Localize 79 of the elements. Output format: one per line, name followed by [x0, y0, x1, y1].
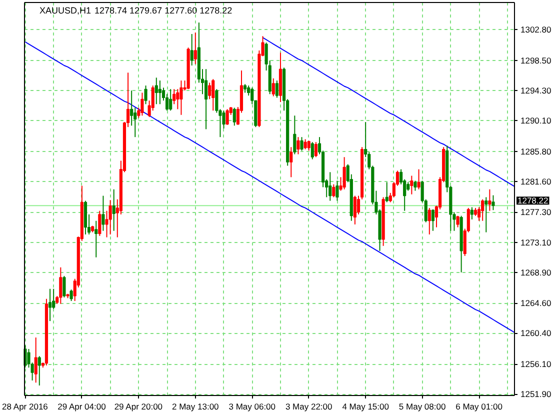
candlestick	[342, 156, 346, 190]
candlestick	[314, 142, 318, 158]
candlestick	[112, 188, 116, 232]
candlestick	[470, 206, 474, 220]
candlestick	[158, 80, 162, 105]
candlestick	[140, 92, 144, 116]
candlestick	[353, 195, 356, 225]
candlestick	[272, 78, 275, 97]
candlestick	[190, 33, 194, 66]
y-tick-label: 1277.30	[520, 207, 552, 218]
candlestick	[62, 275, 66, 298]
candlestick	[180, 80, 183, 116]
candlestick	[208, 82, 212, 100]
y-tick-label: 1294.30	[520, 86, 552, 96]
ref-line-label: 1278.22	[518, 196, 548, 206]
y-tick-label: 1298.50	[520, 55, 552, 66]
y-tick-label: 1264.60	[520, 298, 552, 308]
y-tick-label: 1260.40	[520, 328, 552, 338]
candlestick	[34, 337, 38, 384]
x-tick-label: 28 Apr 2016	[2, 402, 48, 412]
chart-subtitle: 1278.74 1279.67 1277.60 1278.22	[94, 6, 232, 16]
candlestick	[102, 195, 105, 232]
x-tick-label: 29 Apr 20:00	[114, 402, 163, 412]
candlestick	[172, 88, 176, 105]
candlestick	[328, 172, 332, 202]
y-tick-label: 1256.10	[520, 359, 552, 370]
candlestick	[232, 107, 236, 126]
x-tick-label: 2 May 13:00	[172, 402, 220, 412]
line-series	[262, 37, 515, 187]
candlestick	[385, 182, 388, 203]
candlestick	[492, 194, 495, 211]
candlestick	[431, 208, 434, 232]
y-tick-label: 1302.80	[520, 24, 552, 35]
candlestick	[307, 140, 310, 152]
candlestick	[48, 288, 52, 322]
candlestick	[332, 184, 336, 198]
x-tick-label: 4 May 15:00	[342, 402, 390, 412]
y-tick-label: 1281.60	[520, 176, 552, 186]
candlestick	[59, 266, 62, 304]
candlestick	[94, 220, 98, 258]
chart-title: XAUUSD,H1	[40, 6, 92, 16]
candlestick	[98, 210, 102, 236]
x-tick-label: 5 May 08:00	[398, 402, 446, 412]
candlestick	[290, 146, 293, 178]
y-tick-label: 1290.10	[520, 116, 552, 126]
candlestick	[481, 198, 484, 222]
candlestick	[176, 88, 180, 110]
candlestick	[108, 200, 112, 235]
y-tick-label: 1273.10	[520, 237, 552, 248]
candlestick	[70, 289, 73, 302]
candlestick	[212, 78, 215, 112]
candlestick	[428, 207, 431, 235]
y-tick-label: 1251.90	[520, 389, 552, 400]
candlestick	[38, 356, 41, 386]
candlestick	[300, 136, 304, 152]
x-tick-label: 3 May 06:00	[228, 402, 276, 412]
candlestick	[194, 32, 197, 65]
x-tick-label: 6 May 01:00	[456, 402, 503, 412]
candlestick	[336, 180, 339, 202]
candlestick	[414, 180, 417, 192]
candlestick	[410, 175, 414, 195]
y-tick-label: 1285.80	[520, 146, 552, 156]
candlestick	[488, 188, 492, 212]
candlestick	[417, 168, 420, 190]
candlestick	[310, 142, 314, 160]
candlestick	[296, 136, 300, 155]
candlestick	[169, 88, 172, 112]
line-series	[24, 41, 515, 334]
candlestick	[226, 108, 229, 126]
candlestick	[293, 115, 296, 155]
candlestick	[484, 196, 488, 233]
candlestick	[144, 85, 148, 105]
x-tick-label: 3 May 22:00	[285, 402, 333, 412]
y-tick-label: 1268.90	[520, 267, 552, 278]
candlestick	[304, 138, 307, 150]
candlestick	[204, 68, 208, 130]
candlestick	[154, 77, 158, 105]
x-tick-label: 29 Apr 04:00	[58, 402, 106, 412]
candlestick	[275, 80, 278, 98]
